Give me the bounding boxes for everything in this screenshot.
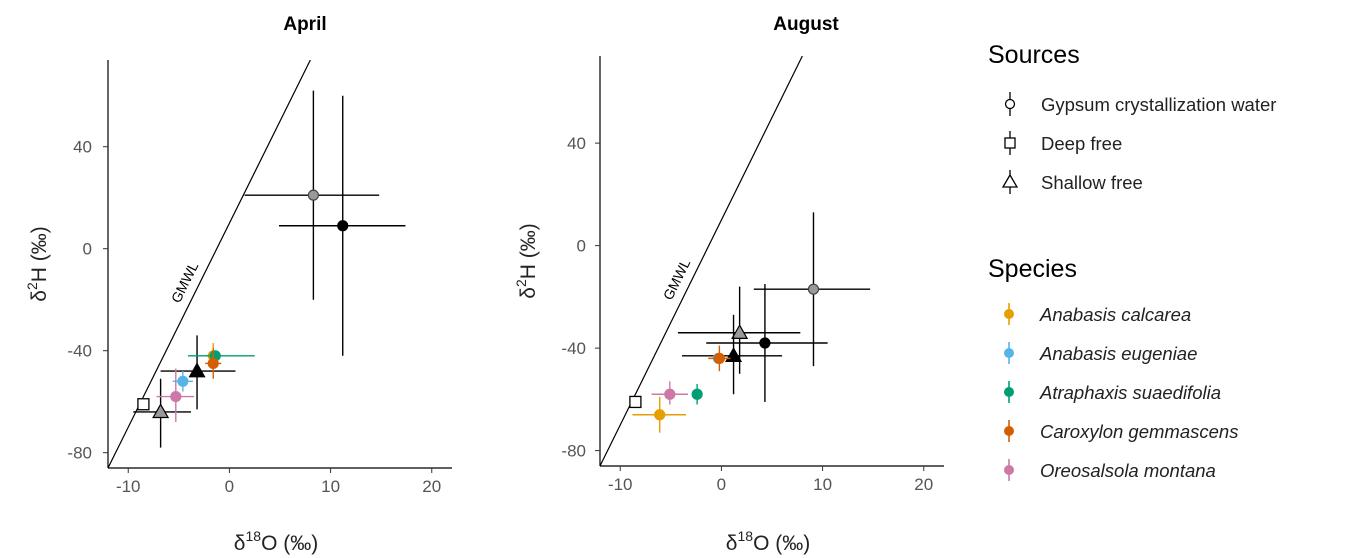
gmwl-label: GMWL [168,259,202,305]
legend-species-dot [1004,426,1014,436]
point-marker [725,347,743,363]
legend-species-title: Species [988,255,1077,283]
data-point [137,398,150,411]
data-point [691,384,703,405]
point-marker [731,324,749,339]
x-tick-label: 20 [914,475,933,494]
point-marker [654,409,666,421]
x-tick-label: 0 [225,477,234,496]
y-axis-label: δ2H (‰) [24,226,51,302]
data-point [708,345,731,372]
legend-square-icon [1004,137,1016,149]
point-marker [629,395,642,409]
y-tick-label: 0 [83,240,92,259]
legend-species-label: Anabasis calcarea [1039,304,1191,325]
point-marker [664,388,676,400]
y-tick-label: -40 [561,339,586,358]
point-marker [170,391,182,403]
data-point [172,371,193,392]
data-point [244,90,380,300]
legend-source-label: Deep free [1041,133,1122,154]
panel-april: April GMWL -10 0 10 20 -80 -40 0 40 δ18O (‰) δ2H (‰… [24,14,452,555]
point-marker [152,403,170,419]
legend-species-label: Atraphaxis suaedifolia [1039,382,1221,403]
point-marker [207,357,219,370]
data-point [629,395,642,409]
point-marker [713,352,725,364]
y-tick-label: 40 [73,138,92,157]
data-point [187,350,255,362]
x-axis-label: δ18O (‰) [726,528,810,555]
data-point [133,378,191,448]
y-tick-label: -40 [67,342,92,361]
legend-species-label: Caroxylon gemmascens [1040,421,1238,442]
legend-circle-icon [1004,98,1016,110]
point-marker [137,398,150,411]
x-axis-label: δ18O (‰) [234,528,318,555]
x-tick-label: 10 [813,475,832,494]
legend-species-dot [1004,387,1014,397]
y-axis-label: δ2H (‰) [513,223,540,299]
data-point [205,348,222,379]
panel-title: August [773,14,839,35]
x-tick-label: 20 [422,477,441,496]
legend-source-label: Gypsum crystallization water [1041,94,1276,115]
point-marker [691,388,703,400]
data-point [156,368,194,423]
point-marker [807,283,820,295]
panel-august: August GMWL -10 0 10 20 -80 -40 0 40 δ18O (‰) δ2H (… [513,14,944,555]
legend-species-dot [1004,465,1014,475]
legend-species-label: Anabasis eugeniae [1039,343,1197,364]
legend-species-label: Oreosalsola montana [1040,460,1216,481]
legend-species-dot [1004,309,1014,319]
gmwl-label: GMWL [660,256,694,302]
point-marker [177,375,189,387]
y-tick-label: -80 [67,444,92,463]
data-point [160,335,236,410]
legend-species-dot [1004,348,1014,358]
legend-triangle-icon [1001,173,1019,188]
x-tick-label: -10 [608,475,633,494]
legend-sources-title: Sources [988,41,1080,69]
point-marker [188,362,206,378]
legend-source-label: Shallow free [1041,172,1143,193]
data-point [681,314,783,395]
x-tick-label: 10 [321,477,340,496]
y-tick-label: 0 [577,237,586,256]
point-marker [307,189,319,201]
legend: Sources Gypsum crystallization water Deep … [988,41,1276,481]
x-tick-label: 0 [717,475,726,494]
point-marker [337,220,349,232]
x-tick-label: -10 [116,477,141,496]
y-tick-label: -80 [561,442,586,461]
point-marker [759,337,771,349]
data-point [753,212,871,367]
y-tick-label: 40 [567,134,586,153]
panel-title: April [283,14,326,35]
data-point [278,95,406,356]
data-point [632,396,686,433]
data-point [706,284,828,402]
data-point [651,381,689,405]
